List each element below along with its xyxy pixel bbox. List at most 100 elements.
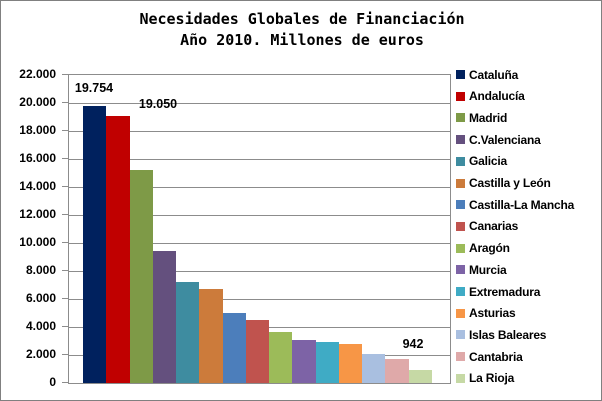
y-tick-label: 22.000 [19,67,56,81]
legend-label: Cantabria [469,349,523,364]
legend-label: Asturias [469,306,516,321]
legend-label: Madrid [469,110,508,125]
legend-label: La Rioja [469,371,515,386]
y-tick-mark [62,298,68,299]
legend-label: Cataluña [469,67,519,82]
legend-label: C.Valenciana [469,132,541,147]
bar-madrid [129,170,153,383]
gridline [69,159,450,160]
legend-item-c-valenciana: C.Valenciana [456,132,601,147]
legend-item-la-rioja: La Rioja [456,371,601,386]
y-tick-label: 6.000 [25,291,56,305]
y-tick-mark [62,186,68,187]
legend-item-galicia: Galicia [456,154,601,169]
legend-item-canarias: Canarias [456,219,601,234]
bar-castilla-la-mancha [222,312,246,383]
bar-islas-baleares [362,353,386,383]
gridline [69,187,450,188]
bar-c-valenciana [152,251,177,383]
gridline [69,215,450,216]
y-tick-label: 16.000 [19,151,56,165]
data-label-la-rioja: 942 [402,337,424,351]
legend-swatch-icon [456,178,465,188]
y-tick-label: 12.000 [19,207,56,221]
legend-swatch-icon [456,287,465,297]
legend-label: Islas Baleares [469,327,547,342]
legend-swatch-icon [456,373,465,383]
legend-item-murcia: Murcia [456,262,601,277]
y-tick-mark [62,74,68,75]
bar-canarias [245,320,270,383]
y-tick-mark [62,354,68,355]
y-tick-mark [62,382,68,383]
legend-swatch-icon [456,113,465,123]
legend-swatch-icon [456,70,465,79]
legend-swatch-icon [456,265,465,275]
y-axis: 22.000 20.000 18.000 16.000 14.000 12.000 10.0… [1,1,68,400]
legend-swatch-icon [456,330,465,340]
y-tick-mark [62,326,68,327]
legend-label: Extremadura [469,284,541,299]
legend-item-arag-n: Aragón [456,241,601,256]
legend-swatch-icon [456,352,465,362]
bar-asturias [338,344,363,383]
gridline [69,131,450,132]
legend-item-catalu-a: Cataluña [456,67,601,82]
bar-cantabria [385,358,409,383]
y-tick-label: 18.000 [19,123,56,137]
legend-item-islas-baleares: Islas Baleares [456,327,601,342]
bar-andaluc-a [106,116,130,383]
data-label-andaluc-a: 19.050 [138,97,178,111]
gridline [69,271,450,272]
y-tick-mark [62,242,68,243]
y-tick-label: 20.000 [19,95,56,109]
gridline [69,243,450,244]
chart-title-line2: Año 2010. Millones de euros [180,31,424,49]
legend-item-madrid: Madrid [456,110,601,125]
y-tick-label: 14.000 [19,179,56,193]
y-tick-mark [62,130,68,131]
data-label-catalu-a: 19.754 [74,81,114,95]
y-tick-mark [62,214,68,215]
legend-item-castilla-la-mancha: Castilla-La Mancha [456,197,601,212]
legend-label: Castilla y León [469,176,551,191]
legend-item-asturias: Asturias [456,306,601,321]
legend-label: Galicia [469,154,507,169]
y-tick-label: 2.000 [25,347,56,361]
legend-item-extremadura: Extremadura [456,284,601,299]
y-tick-mark [62,102,68,103]
legend-label: Andalucía [469,89,525,104]
legend-swatch-icon [456,156,465,166]
legend-item-castilla-y-le-n: Castilla y León [456,176,601,191]
bar-castilla-y-le-n [199,289,223,383]
legend-item-andaluc-a: Andalucía [456,89,601,104]
y-tick-mark [62,158,68,159]
legend-swatch-icon [456,221,465,231]
chart-title: Necesidades Globales de Financiación Año … [1,9,601,51]
plot-area [68,74,451,384]
legend-label: Castilla-La Mancha [469,197,575,212]
chart-title-line1: Necesidades Globales de Financiación [139,10,465,28]
legend-swatch-icon [456,91,465,101]
bar-arag-n [269,331,293,383]
legend: Cataluña Andalucía Madrid C.Valenciana Galic… [456,68,601,385]
bar-extremadura [315,342,339,383]
legend-label: Aragón [469,241,510,256]
bar-catalu-a [83,106,107,383]
legend-swatch-icon [456,308,465,318]
gridline [69,103,450,104]
legend-swatch-icon [456,200,465,210]
legend-swatch-icon [456,135,465,145]
y-tick-label: 4.000 [25,319,56,333]
legend-item-cantabria: Cantabria [456,349,601,364]
y-tick-mark [62,270,68,271]
y-tick-label: 10.000 [19,235,56,249]
bar-murcia [292,340,316,383]
bar-galicia [176,281,200,383]
bar-la-rioja [408,369,432,383]
legend-label: Canarias [469,219,519,234]
legend-swatch-icon [456,243,465,253]
legend-label: Murcia [469,262,507,277]
y-tick-label: 8.000 [25,263,56,277]
